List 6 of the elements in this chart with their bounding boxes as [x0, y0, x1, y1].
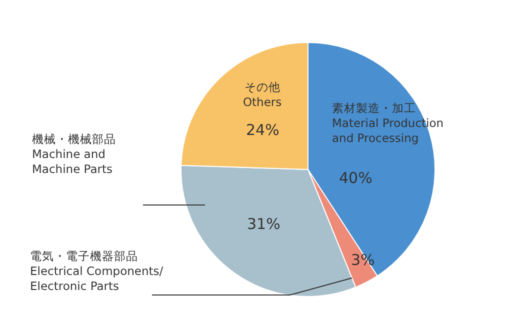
slice-label: 電気・電子機器部品 Electrical Components/ Electronic Parts — [30, 249, 164, 293]
slice-label: 機械・機械部品 Machine and Machine Parts — [32, 132, 116, 176]
data-label: 31% — [247, 215, 280, 233]
data-label: 40% — [339, 169, 372, 187]
slice-label: その他 Others — [243, 80, 282, 109]
data-label: 24% — [246, 121, 280, 139]
